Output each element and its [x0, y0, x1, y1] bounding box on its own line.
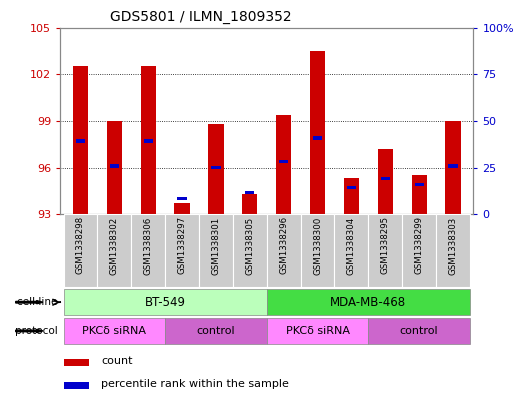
Text: control: control	[197, 326, 235, 336]
Text: MDA-MB-468: MDA-MB-468	[330, 296, 406, 309]
Text: protocol: protocol	[15, 326, 58, 336]
Bar	[73, 66, 88, 214]
Text: GSM1338298: GSM1338298	[76, 217, 85, 274]
Bar	[279, 160, 288, 163]
Bar	[415, 183, 424, 186]
Bar	[267, 318, 368, 344]
Bar	[175, 203, 190, 214]
Text: count: count	[101, 356, 133, 365]
Bar	[368, 318, 470, 344]
Bar	[446, 121, 461, 214]
Bar	[313, 136, 322, 140]
Text: percentile rank within the sample: percentile rank within the sample	[101, 379, 289, 389]
Bar	[64, 359, 89, 366]
Text: GSM1338306: GSM1338306	[144, 217, 153, 275]
Bar	[64, 382, 89, 389]
Bar	[233, 214, 267, 287]
Bar	[242, 194, 257, 214]
Bar	[165, 214, 199, 287]
Bar	[211, 166, 221, 169]
Text: control: control	[400, 326, 438, 336]
Bar	[97, 214, 131, 287]
Bar	[448, 164, 458, 168]
Bar	[141, 66, 156, 214]
Bar	[245, 191, 254, 194]
Text: GSM1338295: GSM1338295	[381, 217, 390, 274]
Text: PKCδ siRNA: PKCδ siRNA	[286, 326, 349, 336]
Bar	[381, 177, 390, 180]
Bar	[335, 214, 368, 287]
Bar	[378, 149, 393, 214]
Text: cell line: cell line	[17, 297, 58, 307]
Text: GSM1338305: GSM1338305	[245, 217, 254, 275]
Bar	[412, 175, 427, 214]
Bar	[63, 318, 165, 344]
Bar	[131, 214, 165, 287]
Bar	[110, 164, 119, 168]
Bar	[368, 214, 402, 287]
Text: GSM1338296: GSM1338296	[279, 217, 288, 274]
Bar	[165, 318, 267, 344]
Text: GSM1338297: GSM1338297	[178, 217, 187, 274]
Bar	[267, 289, 470, 315]
Bar	[344, 178, 359, 214]
Bar	[177, 197, 187, 200]
Text: GSM1338301: GSM1338301	[211, 217, 220, 275]
Bar	[144, 140, 153, 143]
Text: PKCδ siRNA: PKCδ siRNA	[82, 326, 146, 336]
Text: GSM1338299: GSM1338299	[415, 217, 424, 274]
Text: GSM1338302: GSM1338302	[110, 217, 119, 275]
Text: GSM1338300: GSM1338300	[313, 217, 322, 275]
Bar	[301, 214, 335, 287]
Bar	[436, 214, 470, 287]
Bar	[199, 214, 233, 287]
Text: GSM1338304: GSM1338304	[347, 217, 356, 275]
Bar	[76, 140, 85, 143]
Bar	[107, 121, 122, 214]
Bar	[208, 124, 223, 214]
Text: GSM1338303: GSM1338303	[449, 217, 458, 275]
Text: GDS5801 / ILMN_1809352: GDS5801 / ILMN_1809352	[110, 10, 291, 24]
Bar	[347, 186, 356, 189]
Bar	[310, 51, 325, 214]
Bar	[402, 214, 436, 287]
Bar	[267, 214, 301, 287]
Bar	[276, 115, 291, 214]
Bar	[63, 214, 97, 287]
Bar	[63, 289, 267, 315]
Text: BT-549: BT-549	[145, 296, 186, 309]
